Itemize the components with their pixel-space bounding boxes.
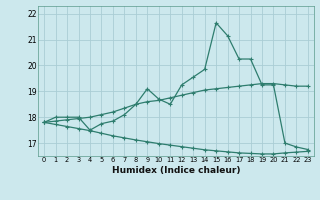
X-axis label: Humidex (Indice chaleur): Humidex (Indice chaleur) (112, 166, 240, 175)
